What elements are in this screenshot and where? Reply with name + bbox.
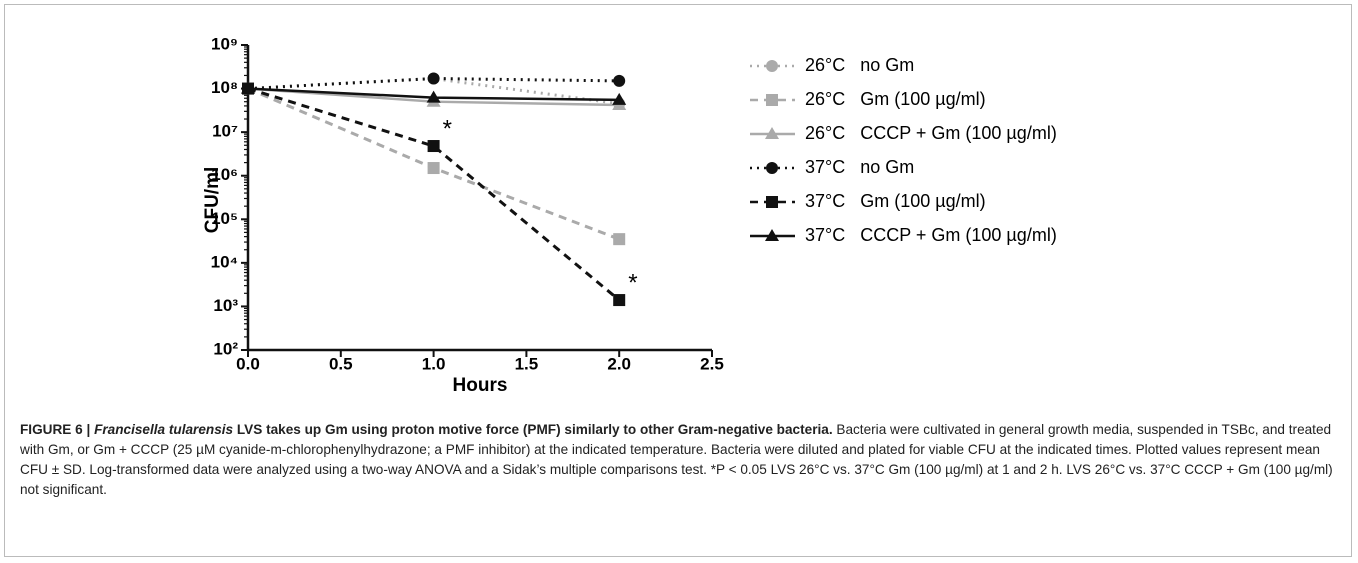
y-tick-label: 10⁶ xyxy=(211,165,238,184)
chart: CFU/ml Hours 10² 10³ 10⁴ 10⁵ 10⁶ 10⁷ 10⁸ 10⁹ 0.0… xyxy=(202,34,1057,396)
data-point xyxy=(613,294,626,307)
x-tick-label: 2.5 xyxy=(700,354,724,373)
x-tick-label: 2.0 xyxy=(607,354,631,373)
data-point xyxy=(427,140,440,153)
caption-label: FIGURE 6 | xyxy=(20,422,95,437)
y-tick-label: 10⁷ xyxy=(212,122,238,141)
x-tick-label: 0.5 xyxy=(329,354,353,373)
y-tick-label: 10⁸ xyxy=(211,78,238,97)
legend-marker xyxy=(765,229,779,241)
y-tick-label: 10² xyxy=(213,339,238,358)
caption-title: LVS takes up Gm using proton motive forc… xyxy=(233,422,833,437)
legend-label: 37°C CCCP + Gm (100 µg/ml) xyxy=(805,225,1057,245)
legend-label: 26°C Gm (100 µg/ml) xyxy=(805,89,986,109)
caption: FIGURE 6 | Francisella tularensis LVS ta… xyxy=(20,420,1338,500)
y-tick-label: 10³ xyxy=(213,296,238,315)
figure-frame xyxy=(4,4,1352,557)
x-tick-label: 1.5 xyxy=(515,354,539,373)
caption-italic: Francisella tularensis xyxy=(94,422,234,437)
annotation: * xyxy=(628,269,637,296)
series-line xyxy=(247,77,620,91)
x-axis-label: Hours xyxy=(453,375,508,396)
data-point xyxy=(613,233,626,246)
y-tick-label: 10⁹ xyxy=(211,34,238,53)
x-tick-label: 0.0 xyxy=(236,354,260,373)
legend-marker xyxy=(766,162,778,174)
series-line xyxy=(247,87,621,302)
legend-label: 37°C no Gm xyxy=(805,157,914,177)
data-point xyxy=(612,92,627,105)
legend-marker xyxy=(766,60,778,72)
data-point xyxy=(427,72,440,85)
x-tick-label: 1.0 xyxy=(422,354,446,373)
data-point xyxy=(427,162,440,175)
legend-marker xyxy=(766,196,778,208)
caption-body: Bacteria were cultivated in general grow… xyxy=(20,422,1333,497)
y-tick-label: 10⁴ xyxy=(211,252,238,271)
annotation: * xyxy=(443,115,452,142)
y-axis-label: CFU/ml xyxy=(202,167,223,234)
legend-label: 26°C no Gm xyxy=(805,55,914,75)
legend-marker xyxy=(765,127,779,139)
data-point xyxy=(426,90,441,103)
legend-marker xyxy=(766,94,778,106)
legend-label: 37°C Gm (100 µg/ml) xyxy=(805,191,986,211)
legend-label: 26°C CCCP + Gm (100 µg/ml) xyxy=(805,123,1057,143)
data-point xyxy=(241,81,255,94)
y-tick-label: 10⁵ xyxy=(211,209,238,228)
data-point xyxy=(613,74,626,87)
